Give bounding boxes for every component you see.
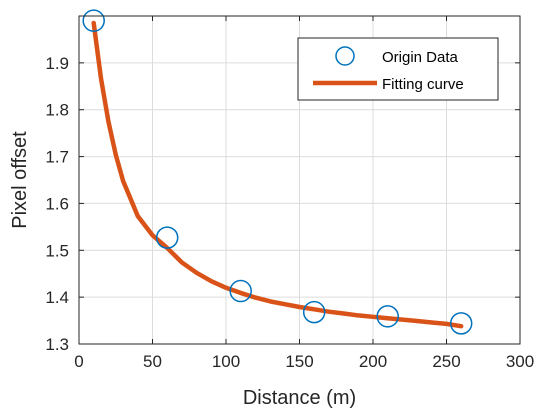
x-axis-ticks: 0 50 100 150 200 250 300	[74, 16, 534, 371]
y-tick-label: 1.6	[45, 194, 69, 213]
origin-data-point	[155, 226, 179, 249]
origin-data-point	[449, 312, 473, 335]
x-tick-label: 150	[285, 352, 313, 371]
fitting-curve-line	[91, 20, 464, 329]
x-tick-label: 300	[506, 352, 534, 371]
y-tick-label: 1.8	[45, 101, 69, 120]
y-axis-ticks: 1.3 1.4 1.5 1.6 1.7 1.8 1.9	[45, 54, 520, 354]
legend-label-origin-data: Origin Data	[382, 49, 459, 66]
y-tick-label: 1.3	[45, 335, 69, 354]
x-tick-label: 0	[74, 352, 83, 371]
origin-data-point	[376, 305, 399, 328]
y-tick-label: 1.7	[45, 148, 69, 167]
y-tick-label: 1.9	[45, 54, 69, 73]
x-axis-label: Distance (m)	[243, 387, 356, 409]
y-axis-label: Pixel offset	[9, 131, 31, 229]
legend-box	[297, 37, 499, 101]
x-tick-label: 250	[432, 352, 460, 371]
origin-data-point	[302, 300, 326, 324]
x-tick-label: 200	[359, 352, 387, 371]
origin-data-point	[82, 9, 105, 32]
x-tick-label: 50	[143, 352, 162, 371]
origin-data-point	[229, 279, 252, 303]
y-tick-label: 1.5	[45, 241, 69, 260]
legend: Origin Data Fitting curve	[297, 37, 499, 101]
y-tick-label: 1.4	[45, 288, 69, 307]
legend-label-fitting-curve: Fitting curve	[382, 76, 464, 93]
x-tick-label: 100	[212, 352, 240, 371]
series-layer	[82, 9, 473, 335]
legend-marker-origin-data	[335, 46, 355, 66]
